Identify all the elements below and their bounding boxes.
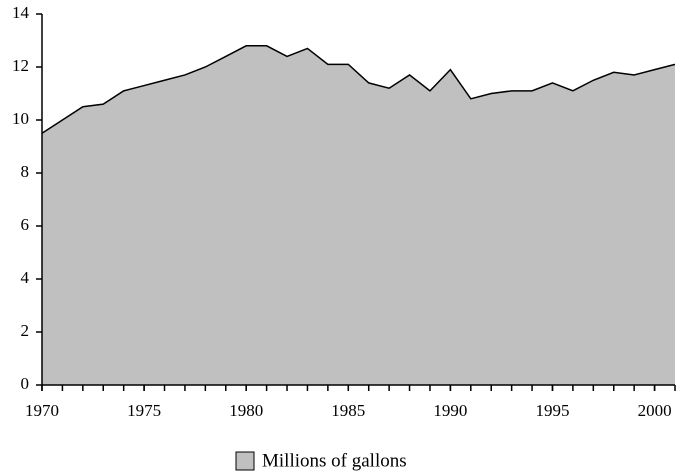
x-tick-label: 1980 [229,401,263,420]
legend-swatch [235,451,255,471]
y-tick-label: 4 [21,268,30,287]
y-tick-label: 14 [12,3,30,22]
x-tick-label: 1975 [127,401,161,420]
area [42,45,675,386]
y-tick-label: 2 [21,321,30,340]
x-tick-label: 2000 [638,401,672,420]
x-tick-label: 1995 [535,401,569,420]
y-tick-label: 8 [21,162,30,181]
x-tick-label: 1970 [25,401,59,420]
y-tick-label: 6 [21,215,30,234]
legend-label: Millions of gallons [262,450,407,471]
x-tick-label: 1985 [331,401,365,420]
area-line [41,45,676,134]
x-tick-label: 1990 [433,401,467,420]
y-tick-label: 10 [12,109,29,128]
y-tick-label: 0 [21,374,30,393]
y-tick-label: 12 [12,56,29,75]
